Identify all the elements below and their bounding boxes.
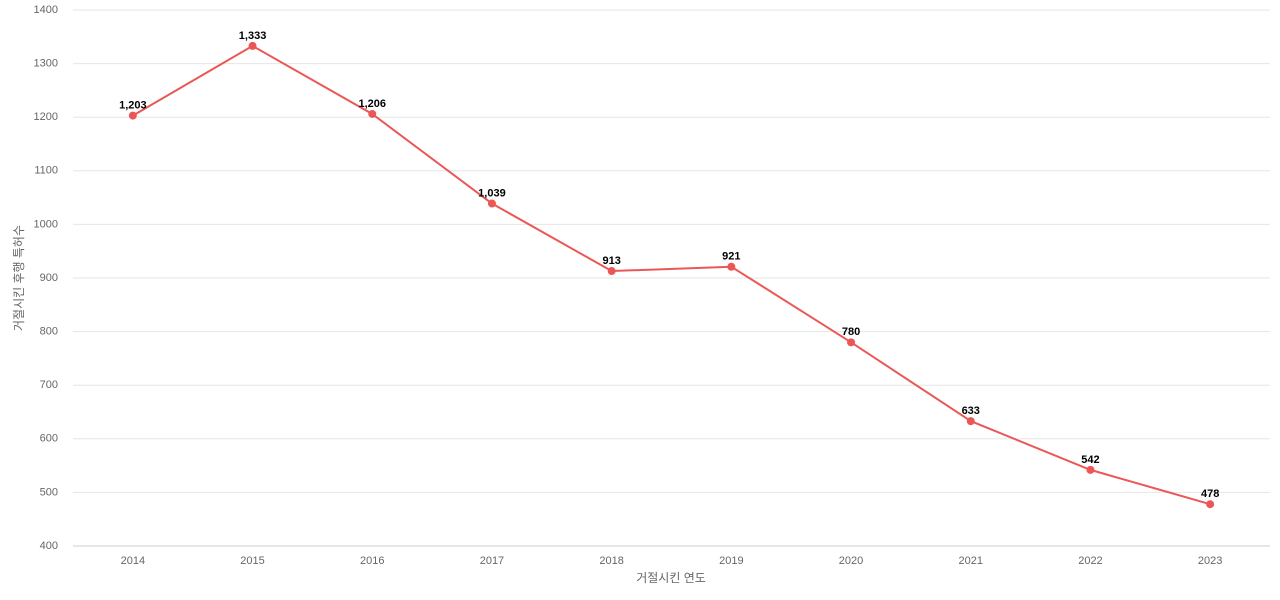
point <box>368 109 377 118</box>
x-tick-label: 2019 <box>719 555 743 567</box>
point <box>847 338 856 347</box>
x-tick-label: 2016 <box>360 555 384 567</box>
x-axis-title: 거절시킨 연도 <box>636 571 706 585</box>
point <box>1086 465 1095 474</box>
value-label: 913 <box>602 255 620 267</box>
x-tick-label: 2022 <box>1078 555 1102 567</box>
y-tick-label: 900 <box>40 272 58 284</box>
y-tick-label: 700 <box>40 379 58 391</box>
x-tick-label: 2017 <box>480 555 504 567</box>
value-label: 1,039 <box>478 187 506 199</box>
x-tick-label: 2018 <box>599 555 623 567</box>
value-label: 1,203 <box>119 99 147 111</box>
point <box>128 111 137 120</box>
x-tick-label: 2021 <box>959 555 983 567</box>
x-tick-label: 2020 <box>839 555 863 567</box>
y-axis-title: 거절시킨 후행 특허수 <box>11 225 26 331</box>
y-tick-label: 500 <box>40 486 58 498</box>
point <box>487 199 496 208</box>
y-tick-label: 1300 <box>34 58 58 70</box>
y-tick-label: 1200 <box>34 111 58 123</box>
x-tick-label: 2023 <box>1198 555 1222 567</box>
point <box>966 417 975 426</box>
y-tick-label: 1100 <box>34 165 58 177</box>
x-tick-label: 2015 <box>240 555 264 567</box>
value-label: 1,206 <box>358 98 386 110</box>
y-tick-label: 600 <box>40 433 58 445</box>
y-tick-label: 800 <box>40 326 58 338</box>
x-tick-label: 2014 <box>121 555 145 567</box>
value-label: 1,333 <box>239 30 267 42</box>
value-label: 478 <box>1201 488 1219 500</box>
value-label: 921 <box>722 251 740 263</box>
y-tick-label: 1400 <box>34 4 58 16</box>
point <box>248 41 257 50</box>
point <box>1206 500 1215 509</box>
value-label: 542 <box>1081 454 1099 466</box>
value-label: 780 <box>842 326 860 338</box>
y-tick-label: 1000 <box>34 218 58 230</box>
y-tick-label: 400 <box>40 540 58 552</box>
point <box>607 267 616 276</box>
line <box>132 44 1211 506</box>
value-label: 633 <box>962 405 980 417</box>
point <box>727 262 736 271</box>
